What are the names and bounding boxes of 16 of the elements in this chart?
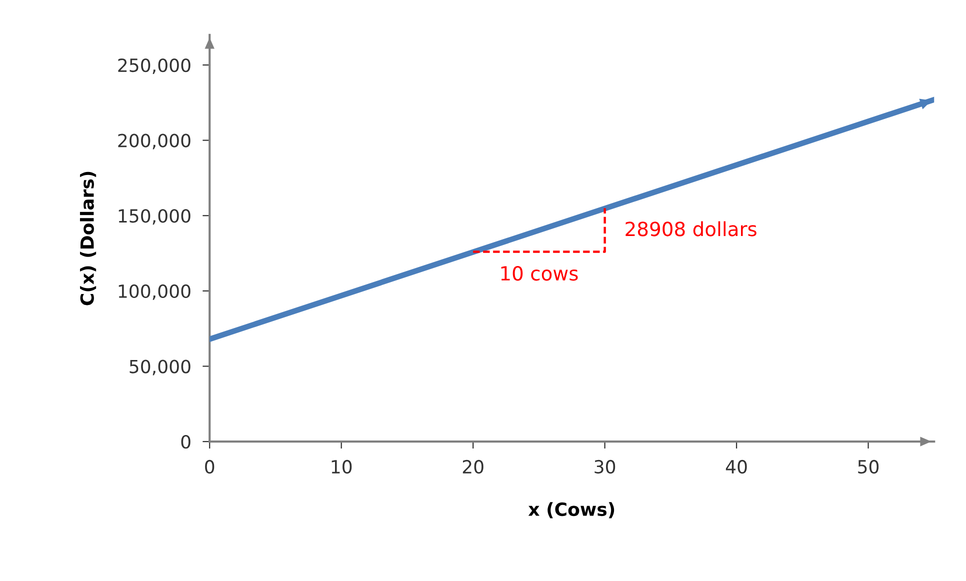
x-tick-label: 40: [726, 460, 747, 474]
x-tick-label: 0: [205, 460, 214, 474]
x-tick-label: 30: [594, 460, 616, 474]
x-tick-label: 20: [462, 460, 484, 474]
y-tick-label: 0: [181, 435, 190, 449]
annotation: 10 cows: [501, 266, 578, 281]
y-axis-title: C(x) (Dollars): [80, 172, 96, 306]
y-tick-label: 250,000: [118, 58, 190, 74]
x-tick-label: 10: [332, 460, 352, 474]
y-tick-label: 150,000: [118, 209, 190, 225]
annotation: 28908 dollars: [626, 221, 756, 236]
y-tick-label: 100,000: [118, 284, 190, 300]
x-tick-label: 50: [858, 460, 879, 474]
y-tick-label: 200,000: [118, 134, 190, 150]
y-tick-label: 50,000: [130, 360, 190, 376]
x-axis-title: x (Cows): [528, 502, 614, 518]
